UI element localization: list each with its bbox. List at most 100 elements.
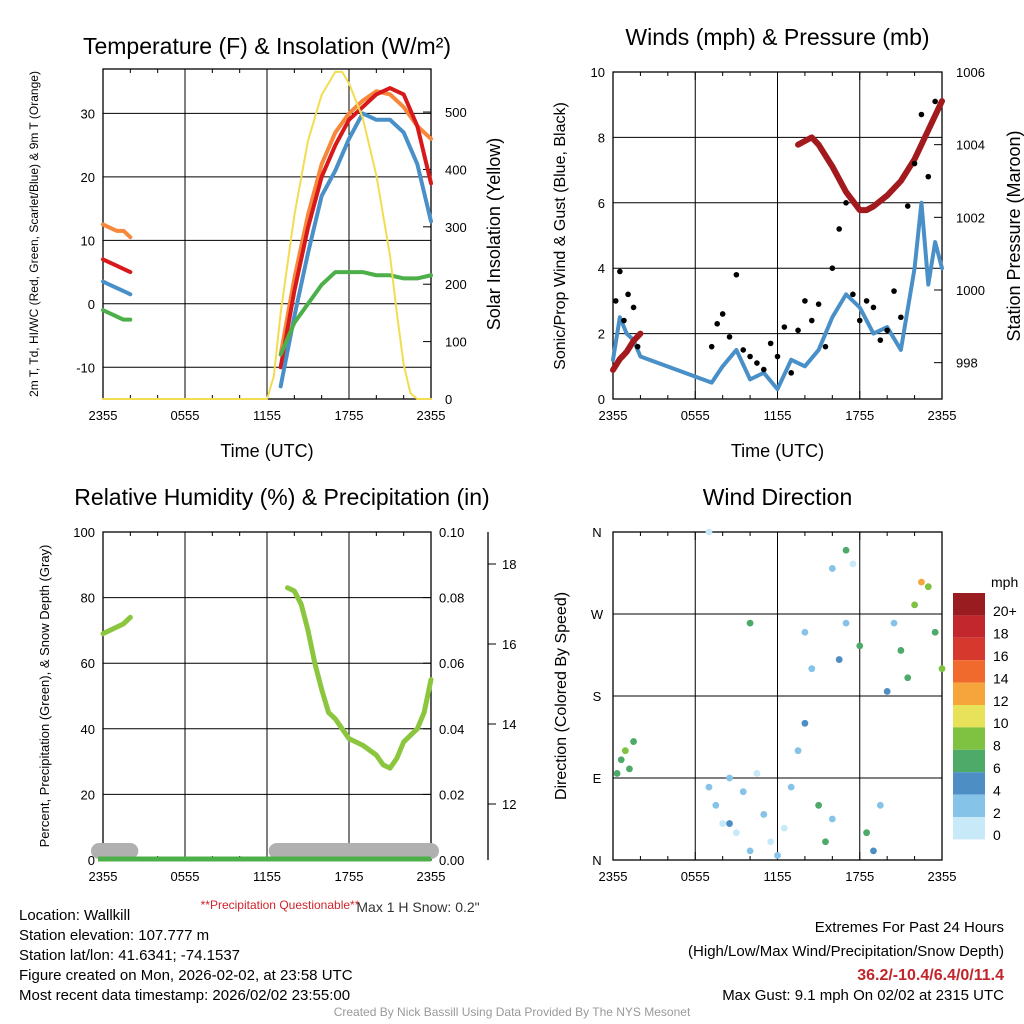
winds-gust-point <box>726 334 733 340</box>
dir-point <box>842 619 850 627</box>
winds-gust-point <box>918 111 925 118</box>
winds-gust-point <box>863 298 870 304</box>
dir-point <box>774 852 781 859</box>
dir-point <box>863 829 871 837</box>
winds-gust-point <box>925 173 932 180</box>
winds-gust-point <box>708 343 715 350</box>
winds-gust-point <box>884 327 890 334</box>
temp-ytick-label: 20 <box>81 170 95 185</box>
extremes-values: 36.2/-10.4/6.4/0/11.4 <box>857 967 1004 984</box>
winds-xtick-label: 2355 <box>928 408 957 423</box>
dir-point <box>621 747 629 755</box>
winds-gust-point <box>774 353 781 360</box>
winds-ytick-label: 10 <box>591 65 605 80</box>
dir-point <box>815 801 823 809</box>
dir-point <box>911 601 918 609</box>
rh-ytick-label: 80 <box>81 591 95 606</box>
temp-2m-t-series-line <box>101 257 133 275</box>
dir-point <box>760 811 768 818</box>
winds-ytick-right-label: 1006 <box>956 65 985 80</box>
winds-gust-point <box>911 160 918 167</box>
winds-gust-point <box>612 298 619 304</box>
dir-point <box>626 765 633 773</box>
rh-xtick-label: 2355 <box>89 869 118 884</box>
dir-point <box>897 647 905 654</box>
rh-ytick-label: 40 <box>81 722 95 737</box>
dir-point <box>613 770 621 777</box>
dir-ytick-label: E <box>593 771 602 786</box>
winds-ylabel-right: Station Pressure (Maroon) <box>1004 130 1024 341</box>
dir-legend-label: 6 <box>993 760 1001 776</box>
temp-ylabel-left: 2m T, Td, HI/WC (Red, Green, Scarlet/Blu… <box>27 71 41 397</box>
dir-point <box>712 801 720 809</box>
rh-precip-tick-label: 0.08 <box>439 591 464 606</box>
temp-xtick-label: 2355 <box>89 408 118 423</box>
dir-point <box>705 783 713 791</box>
winds-ytick-right-label: 1004 <box>956 138 985 153</box>
winds-ytick-right-label: 1000 <box>956 283 985 298</box>
dir-legend-label: 2 <box>993 805 1001 821</box>
temp-xtick-label: 2355 <box>417 408 446 423</box>
winds-wind-series-line <box>611 200 944 392</box>
winds-ytick-label: 8 <box>598 130 605 145</box>
rh-humidity-series-line <box>285 585 434 771</box>
winds-gust-point <box>733 271 740 278</box>
dir-point <box>746 847 754 855</box>
winds-pressure-series-line <box>795 98 945 214</box>
winds-gust-point <box>714 320 720 327</box>
rh-snow-tick-label: 16 <box>502 637 516 652</box>
dir-point <box>842 546 850 554</box>
rh-snow-tick-label: 14 <box>502 717 516 732</box>
timestamp-line: Most recent data timestamp: 2026/02/02 2… <box>19 987 351 1004</box>
winds-xlabel: Time (UTC) <box>731 441 824 461</box>
temp-xlabel: Time (UTC) <box>220 441 313 461</box>
elevation-line: Station elevation: 107.777 m <box>19 927 210 944</box>
temp-solar-insolation-series-line <box>102 70 432 400</box>
winds-gust-point <box>822 343 829 350</box>
temp-ytick-right-label: 500 <box>445 105 467 120</box>
winds-gust-point <box>829 265 836 272</box>
winds-gust-point <box>836 226 842 232</box>
dir-legend-label: 16 <box>993 648 1009 664</box>
temp-xtick-label: 1155 <box>253 408 281 423</box>
winds-gust-point <box>802 298 808 304</box>
temp-ytick-label: 10 <box>81 233 95 248</box>
temp-xtick-label: 1755 <box>335 408 364 423</box>
winds-ytick-right-label: 1002 <box>956 210 985 225</box>
winds-ytick-label: 6 <box>598 196 605 211</box>
dir-point <box>924 583 932 591</box>
winds-gust-point <box>808 317 815 324</box>
rh-ytick-label: 60 <box>81 656 95 671</box>
dir-point <box>938 665 946 673</box>
temp-ylabel-right: Solar Insolation (Yellow) <box>484 138 504 330</box>
temp-2m-td-series-line <box>101 308 133 322</box>
dir-point <box>856 642 864 650</box>
dir-legend-swatch <box>953 660 985 683</box>
winds-xtick-label: 2355 <box>599 408 628 423</box>
winds-ylabel-left: Sonic/Prop Wind & Gust (Blue, Black) <box>552 102 569 370</box>
winds-xtick-label: 1155 <box>764 408 792 423</box>
dir-legend-label: 4 <box>993 782 1001 798</box>
temp-ytick-right-label: 200 <box>445 277 467 292</box>
winds-gust-point <box>625 291 631 298</box>
dir-point <box>904 674 912 682</box>
temp-ytick-right-label: 100 <box>445 335 467 350</box>
dir-point <box>780 824 788 832</box>
winds-gust-point <box>634 343 641 350</box>
winds-gust-point <box>877 337 884 343</box>
temp-hi-wc-series-line <box>101 279 133 297</box>
winds-gust-point <box>932 98 938 105</box>
temp-title: Temperature (F) & Insolation (W/m²) <box>83 33 451 59</box>
dir-point <box>849 560 857 568</box>
temp-2m-td-series-line <box>278 270 433 357</box>
dir-point <box>883 688 891 695</box>
winds-gust-point <box>795 327 801 334</box>
dir-title: Wind Direction <box>703 484 853 510</box>
temp-ytick-label: 0 <box>88 297 95 312</box>
winds-ytick-label: 0 <box>598 392 605 407</box>
dir-point <box>828 565 836 572</box>
rh-xtick-label: 0555 <box>171 869 200 884</box>
winds-title: Winds (mph) & Pressure (mb) <box>625 24 929 50</box>
temp-ytick-label: 30 <box>81 106 95 121</box>
dir-ytick-label: N <box>592 853 601 868</box>
